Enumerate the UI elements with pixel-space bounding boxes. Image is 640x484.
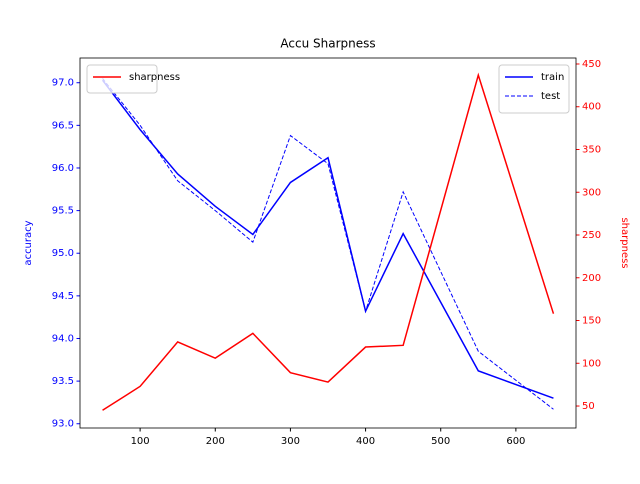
x-tick-label: 500: [431, 436, 450, 447]
line-series: [102, 78, 554, 410]
legend-box: [86, 64, 158, 94]
y2-tick-label: 200: [582, 273, 601, 284]
legend-label: sharpness: [129, 72, 180, 83]
y-tick-label: 93.0: [52, 419, 74, 430]
x-tick-label: 600: [506, 436, 525, 447]
y2-tick-label: 400: [582, 102, 601, 113]
y-axis-label: accuracy: [23, 220, 34, 265]
y-tick-label: 94.5: [52, 291, 74, 302]
y2-tick-label: 150: [582, 316, 601, 327]
x-tick-label: 100: [131, 436, 150, 447]
legend-label: test: [541, 91, 560, 102]
x-tick-label: 300: [281, 436, 300, 447]
y2-tick-label: 450: [582, 59, 601, 70]
y2-tick-label: 100: [582, 358, 601, 369]
y-tick-label: 94.0: [52, 333, 74, 344]
y-tick-label: 96.0: [52, 163, 74, 174]
y-tick-label: 96.5: [52, 120, 74, 131]
plot-frame: [79, 57, 577, 429]
chart-title: Accu Sharpness: [280, 37, 375, 51]
y-tick-label: 95.0: [52, 248, 74, 259]
y2-axis-label: sharpness: [619, 217, 630, 268]
y2-tick-label: 50: [582, 401, 595, 412]
line-series: [102, 72, 555, 411]
x-tick-label: 200: [206, 436, 225, 447]
x-tick-label: 400: [356, 436, 375, 447]
y2-tick-label: 300: [582, 187, 601, 198]
y2-tick-label: 250: [582, 230, 601, 241]
y-tick-label: 95.5: [52, 206, 74, 217]
legend-label: train: [541, 72, 564, 83]
line-series: [101, 79, 554, 399]
y-tick-label: 97.0: [52, 78, 74, 89]
y2-tick-label: 350: [582, 144, 601, 155]
y-tick-label: 93.5: [52, 376, 74, 387]
